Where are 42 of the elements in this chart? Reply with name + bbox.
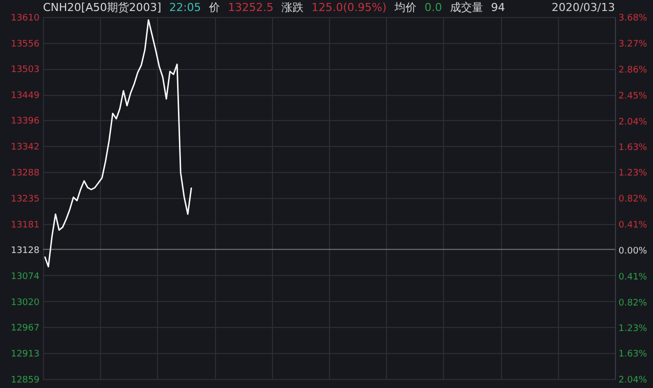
y-tick-label: 13503 xyxy=(10,65,40,76)
text: 均价 xyxy=(394,1,417,14)
y-tick-label: 12913 xyxy=(10,349,40,360)
y2-tick-label: 0.00% xyxy=(618,246,648,256)
y-tick-label: 13449 xyxy=(10,91,40,102)
y-tick-label: 13128 xyxy=(10,246,40,256)
y-tick-label: 12859 xyxy=(10,376,40,386)
y-tick-label: 13556 xyxy=(10,40,40,50)
text: 2020/03/13 xyxy=(552,0,615,16)
y2-tick-label: 0.82% xyxy=(618,298,648,308)
text: 125.0(0.95%) xyxy=(311,1,387,14)
y2-tick-label: 3.68% xyxy=(618,14,648,24)
y-tick-label: 12967 xyxy=(10,323,40,334)
y2-tick-label: 0.41% xyxy=(618,272,648,282)
y-tick-label: 13396 xyxy=(10,116,40,127)
y2-tick-label: 3.27% xyxy=(618,39,648,50)
line-series xyxy=(44,19,192,268)
text: 0.0 xyxy=(424,1,442,14)
y2-tick-label: 1.23% xyxy=(618,168,648,179)
y-tick-label: 13074 xyxy=(10,272,40,282)
y2-tick-label: 1.23% xyxy=(618,324,648,334)
y-tick-label: 13288 xyxy=(10,168,40,179)
text: 成交量 xyxy=(450,1,484,14)
text: 94 xyxy=(491,1,506,14)
text: 涨跌 xyxy=(281,1,304,14)
y2-tick-label: 2.86% xyxy=(618,65,648,76)
y-tick-label: 13610 xyxy=(10,14,40,24)
text: 价 xyxy=(208,1,220,14)
y2-tick-label: 0.82% xyxy=(618,194,648,204)
chart-title: CNH20[A50期货2003] xyxy=(43,1,162,14)
text: 22:05 xyxy=(169,1,201,14)
y2-tick-label: 2.45% xyxy=(618,91,648,102)
y2-tick-label: 0.41% xyxy=(618,220,648,230)
y-tick-label: 13342 xyxy=(10,142,40,153)
y2-tick-label: 2.04% xyxy=(618,117,648,128)
y2-tick-label: 1.63% xyxy=(618,350,648,360)
y-tick-label: 13020 xyxy=(10,298,40,308)
y-tick-label: 13181 xyxy=(10,220,40,230)
y2-tick-label: 1.63% xyxy=(618,143,648,154)
y2-tick-label: 2.04% xyxy=(618,376,648,386)
y-tick-label: 13235 xyxy=(10,194,40,204)
text: 13252.5 xyxy=(228,1,274,14)
